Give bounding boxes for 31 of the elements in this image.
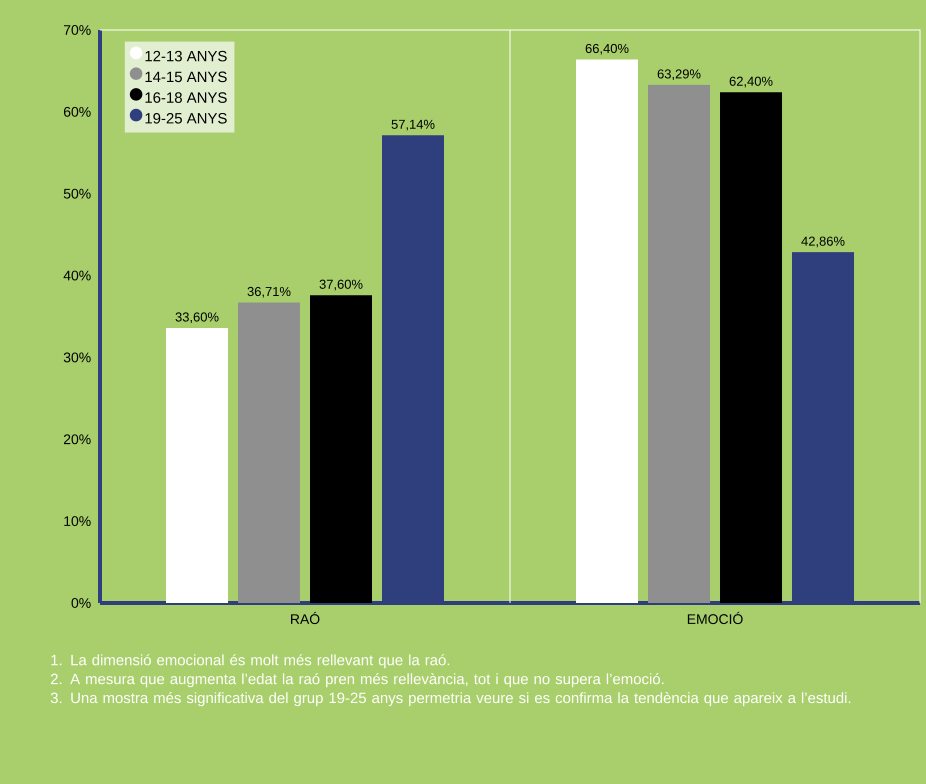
x-tick-label: EMOCIÓ [688,612,743,624]
legend-label: 19-25 ANYS [145,112,227,124]
y-tick-label: 50% [64,188,91,199]
data-label: 66,40% [586,44,629,55]
text: 3. Una mostra més significativa del grup 19-25 anys permetria veure si es confirma la tendència que apareix a l’estudi. [50,692,850,706]
bar [238,302,300,603]
y-tick-label: 60% [64,106,91,117]
y-tick-label: 0% [72,598,91,608]
y-tick-label: 70% [64,25,91,35]
data-label: 33,60% [176,312,219,324]
bar [166,328,228,603]
legend-label: 12-13 ANYS [145,50,227,62]
legend-label: 14-15 ANYS [145,72,227,82]
text: 2. A mesura que augmenta l’edat la raó pren més rellevància, tot i que no supera l’emoció. [50,673,664,688]
y-tick-label: 40% [64,270,91,280]
bar [576,59,638,603]
data-label: 62,40% [730,76,773,88]
bar [648,84,710,603]
data-label: 57,14% [392,120,435,130]
data-label: 63,29% [658,69,701,80]
y-tick-label: 30% [64,352,91,362]
bar [720,92,782,603]
data-label: 36,71% [248,286,291,298]
x-tick-label: RAÓ [291,612,320,624]
data-label: 42,86% [801,236,845,248]
legend-label: 16-18 ANYS [145,92,227,103]
bar [310,295,372,603]
y-tick-label: 10% [64,516,91,526]
data-label: 37,60% [320,280,363,290]
text: 1. La dimensió emocional és molt més rellevant que la raó. [51,654,450,668]
y-tick-label: 20% [64,434,91,444]
